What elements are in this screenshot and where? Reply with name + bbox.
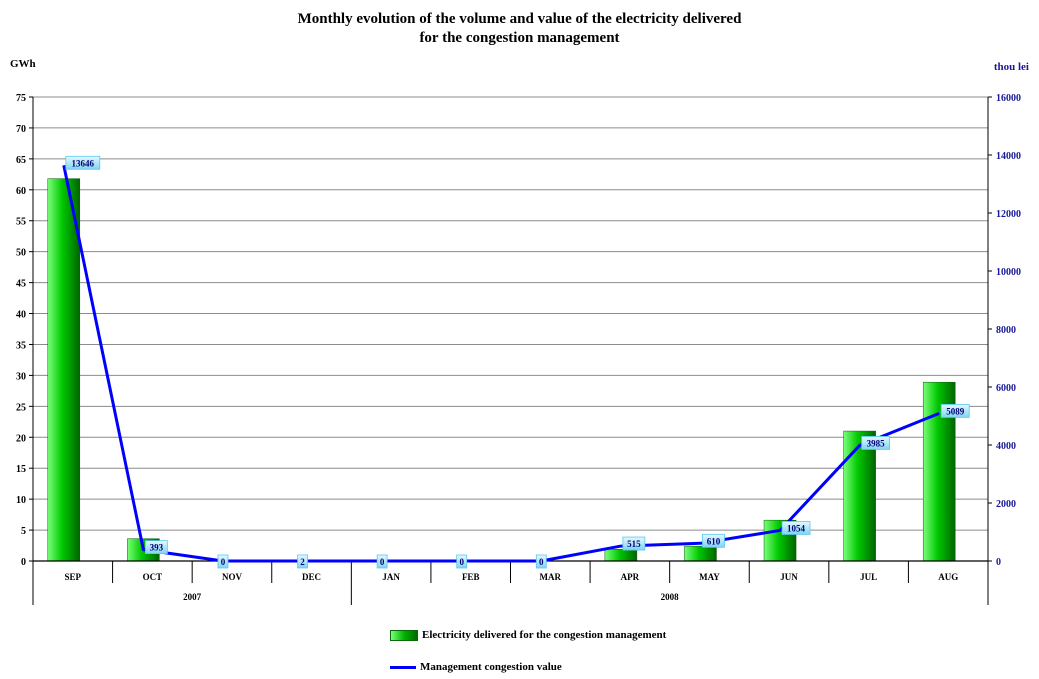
left-tick-label: 65 bbox=[16, 155, 26, 166]
x-tick-label: JAN bbox=[382, 572, 400, 582]
data-label-box bbox=[622, 536, 646, 551]
left-tick-label: 30 bbox=[16, 371, 26, 382]
data-label-box bbox=[376, 554, 388, 569]
data-label: 2 bbox=[300, 557, 305, 567]
data-label-box bbox=[65, 155, 101, 170]
right-tick-label: 16000 bbox=[996, 93, 1021, 104]
left-tick-label: 10 bbox=[16, 495, 26, 506]
data-label-box bbox=[861, 436, 891, 450]
left-tick-label: 35 bbox=[16, 340, 26, 351]
data-label: 0 bbox=[459, 557, 464, 567]
left-tick-label: 15 bbox=[16, 464, 26, 475]
data-label: 5089 bbox=[946, 406, 965, 416]
x-tick-label: SEP bbox=[65, 572, 82, 582]
legend-label-bars: Electricity delivered for the congestion… bbox=[422, 629, 667, 641]
left-tick-label: 5 bbox=[21, 526, 26, 537]
right-axis-unit: thou lei bbox=[993, 61, 1029, 73]
x-tick-label: NOV bbox=[222, 572, 243, 582]
right-tick-label: 8000 bbox=[996, 325, 1016, 336]
left-tick-label: 50 bbox=[16, 248, 26, 259]
right-tick-label: 10000 bbox=[996, 267, 1021, 278]
data-label-box bbox=[940, 404, 970, 418]
left-tick-label: 45 bbox=[16, 279, 26, 290]
bar bbox=[843, 430, 876, 562]
left-axis-unit: GWh bbox=[10, 58, 36, 70]
x-tick-label: OCT bbox=[143, 572, 163, 582]
right-tick-label: 0 bbox=[996, 557, 1001, 568]
data-label-box bbox=[217, 554, 229, 569]
data-label: 0 bbox=[221, 557, 226, 567]
data-label: 0 bbox=[539, 557, 544, 567]
right-tick-label: 4000 bbox=[996, 441, 1016, 452]
bar bbox=[684, 545, 717, 562]
data-label: 515 bbox=[627, 539, 641, 549]
legend-swatch-line bbox=[390, 665, 416, 669]
right-tick-label: 12000 bbox=[996, 209, 1021, 220]
x-tick-label: APR bbox=[621, 572, 640, 582]
left-tick-label: 0 bbox=[21, 557, 26, 568]
left-tick-label: 60 bbox=[16, 186, 26, 197]
legend-item-bars: Electricity delivered for the congestion… bbox=[390, 629, 666, 641]
x-tick-label: JUN bbox=[780, 572, 798, 582]
data-label: 610 bbox=[707, 536, 721, 546]
data-label-box bbox=[297, 554, 308, 569]
data-label-box bbox=[144, 540, 168, 555]
data-label: 13646 bbox=[72, 158, 95, 168]
data-label: 3985 bbox=[867, 438, 886, 448]
data-label: 0 bbox=[380, 557, 385, 567]
legend-swatch-bars bbox=[390, 629, 418, 641]
data-label-box bbox=[535, 554, 547, 569]
legend-label-line: Management congestion value bbox=[420, 661, 562, 673]
left-tick-label: 40 bbox=[16, 310, 26, 321]
data-label-box bbox=[781, 521, 811, 535]
right-tick-label: 2000 bbox=[996, 499, 1016, 510]
data-label: 393 bbox=[150, 543, 164, 553]
year-group-label: 2007 bbox=[183, 592, 202, 602]
legend-item-line: Management congestion value bbox=[390, 661, 562, 673]
year-group-label: 2008 bbox=[661, 592, 680, 602]
chart-title-line1: Monthly evolution of the volume and valu… bbox=[297, 11, 742, 27]
data-label-box bbox=[456, 554, 468, 569]
x-tick-label: FEB bbox=[462, 572, 480, 582]
left-tick-label: 75 bbox=[16, 93, 26, 104]
right-tick-label: 6000 bbox=[996, 383, 1016, 394]
data-label: 1054 bbox=[787, 523, 806, 533]
x-tick-label: MAR bbox=[540, 572, 562, 582]
x-tick-label: DEC bbox=[302, 572, 321, 582]
chart-title-line2: for the congestion management bbox=[419, 30, 620, 46]
data-label-box bbox=[702, 533, 725, 548]
x-tick-label: AUG bbox=[938, 572, 958, 582]
left-tick-label: 25 bbox=[16, 402, 26, 413]
x-tick-label: JUL bbox=[860, 572, 877, 582]
bar bbox=[604, 548, 638, 562]
x-tick-label: MAY bbox=[699, 572, 720, 582]
left-tick-label: 55 bbox=[16, 217, 26, 228]
left-tick-label: 20 bbox=[16, 433, 26, 444]
left-tick-label: 70 bbox=[16, 124, 26, 135]
bar bbox=[47, 178, 81, 562]
right-tick-label: 14000 bbox=[996, 151, 1021, 162]
series-line bbox=[62, 164, 940, 563]
